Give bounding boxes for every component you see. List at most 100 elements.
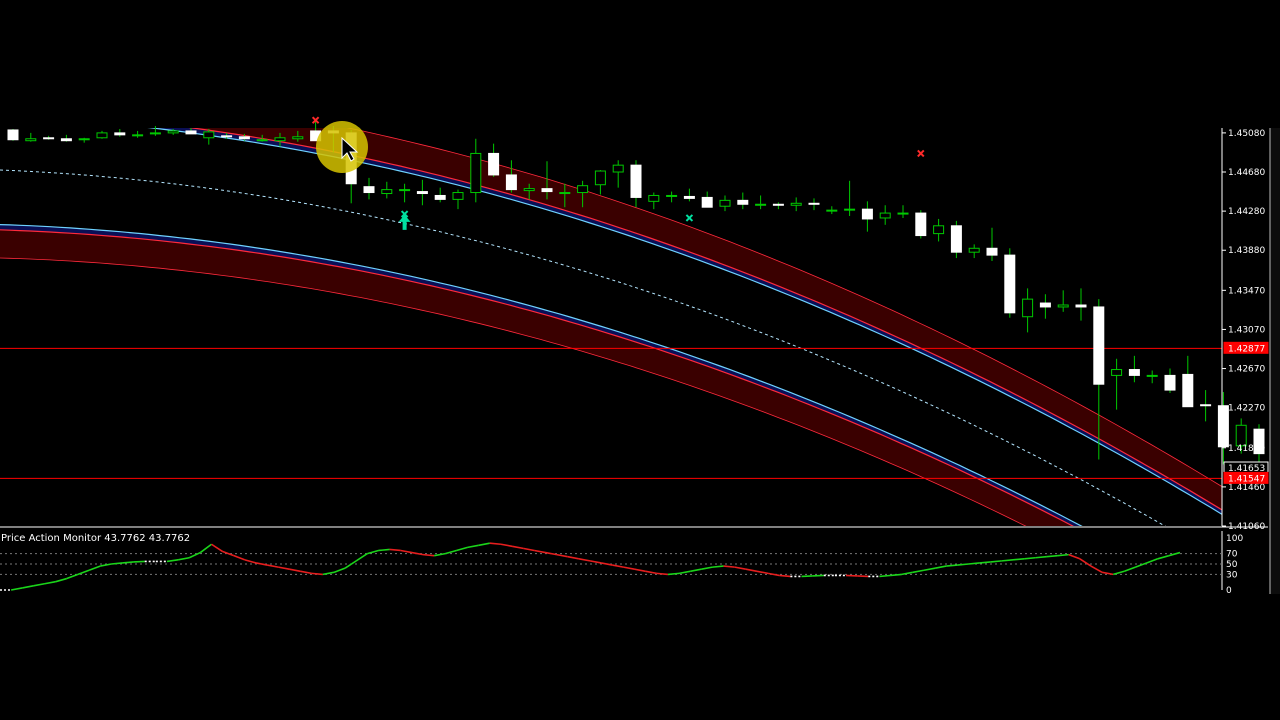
candle-body-down (221, 135, 233, 138)
indicator-segment (222, 550, 235, 557)
candle (594, 170, 606, 195)
candle-body-down (737, 199, 749, 205)
lower-red-line (0, 229, 1074, 526)
indicator-segment (612, 564, 624, 568)
price-tick-label: 1.44680 (1228, 168, 1265, 178)
candlestick-series (7, 121, 1280, 469)
candle-body-down (630, 164, 642, 198)
candle (523, 183, 535, 200)
candle-body-up (1057, 304, 1069, 308)
price-tag-red: 1.41547 (1223, 471, 1269, 484)
indicator-segment (1157, 554, 1170, 560)
indicator-segment (322, 571, 335, 576)
candle-body-up (1022, 298, 1034, 318)
indicator-segment (734, 566, 746, 570)
cross-stroke (311, 116, 320, 124)
indicator-segment (367, 549, 379, 555)
candle-body-up (559, 192, 571, 195)
candle-body-down (986, 247, 998, 256)
candle-body-up (594, 170, 606, 186)
candle (968, 244, 980, 259)
indicator-segment (812, 574, 824, 577)
candle-body-down (808, 202, 820, 205)
candle (666, 191, 678, 203)
candle (470, 138, 482, 203)
candle-body-up (826, 209, 838, 212)
candle-body-up (719, 199, 731, 207)
candle-body-up (879, 212, 891, 219)
indicator-segment (667, 572, 680, 576)
regression-bands (0, 128, 1222, 526)
candle (772, 202, 784, 210)
price-tick-label: 1.41860 (1228, 444, 1265, 454)
candle-body-up (274, 137, 286, 142)
indicator-segment (255, 562, 268, 566)
candle (737, 192, 749, 210)
indicator-segment (578, 558, 591, 562)
indicator-segment (289, 568, 301, 573)
candle (256, 134, 268, 142)
candle (488, 143, 500, 177)
indicator-segment (901, 571, 913, 576)
indicator-segment (55, 577, 68, 583)
indicator-segment (589, 560, 602, 564)
candle (1200, 390, 1212, 422)
cross-stroke (917, 149, 925, 158)
candle (879, 205, 891, 225)
indicator-segment (890, 573, 902, 577)
candle-body-down (488, 152, 500, 176)
price-tick-label: 1.42670 (1228, 365, 1265, 375)
indicator-segment (1057, 553, 1069, 557)
candle (790, 197, 802, 212)
candle-body-down (1200, 404, 1212, 407)
candle-body-up (1235, 424, 1247, 447)
price-tick-label: 1.43070 (1228, 325, 1265, 335)
indicator-segment (1090, 565, 1103, 574)
indicator-segment (166, 559, 179, 563)
candle-body-up (933, 225, 945, 235)
candle (185, 128, 197, 135)
candle-body-up (666, 194, 678, 197)
candle-body-down (1217, 405, 1229, 448)
indicator-segment (990, 560, 1002, 563)
candle-body-down (185, 130, 197, 135)
candle (1217, 392, 1229, 465)
price-tag-red: 1.42877 (1223, 341, 1269, 354)
indicator-segment (678, 570, 691, 575)
candle (933, 218, 945, 242)
candle (452, 189, 464, 210)
indicator-segment (1012, 558, 1025, 561)
inner-band-fill (0, 128, 1222, 526)
indicator-segment (879, 574, 891, 578)
indicator-segment (22, 585, 34, 589)
indicator-segment (456, 546, 468, 552)
candle-body-down (1075, 304, 1087, 308)
indicator-tick-label: 50 (1226, 560, 1238, 570)
candle-body-up (399, 189, 411, 192)
indicator-segment (211, 543, 224, 553)
indicator-segment (779, 574, 791, 578)
buy-signal-cross-icon (685, 214, 694, 222)
indicator-segment (1024, 556, 1036, 560)
indicator-segment (745, 568, 758, 573)
candle (1022, 288, 1034, 333)
indicator-segment (233, 554, 246, 561)
candle (381, 181, 393, 199)
indicator-segment (244, 559, 257, 564)
sell-signal-cross-icon (917, 149, 925, 158)
indicator-segment (489, 542, 502, 546)
candle-body-down (950, 225, 962, 253)
candle (683, 188, 695, 202)
candle (203, 128, 215, 145)
candle (132, 130, 144, 138)
indicator-segment (378, 548, 390, 552)
candle-body-up (612, 164, 624, 173)
indicator-segment (801, 575, 813, 578)
price-tick-label: 1.42270 (1228, 404, 1265, 414)
candle (292, 130, 304, 142)
indicator-segment (267, 564, 279, 568)
right-scrollbar[interactable] (1270, 128, 1280, 594)
candle-body-down (1039, 302, 1051, 308)
